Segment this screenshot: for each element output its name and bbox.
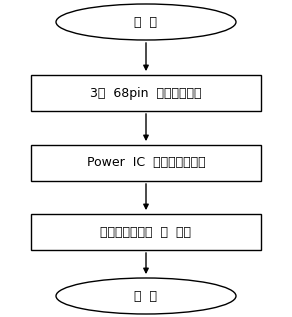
Text: Power  IC  给显示屏供电压: Power IC 给显示屏供电压 (87, 157, 205, 170)
Text: 显示屏显示正常  或  异常: 显示屏显示正常 或 异常 (100, 225, 192, 238)
FancyBboxPatch shape (31, 75, 261, 111)
Text: 结  束: 结 束 (135, 289, 157, 302)
Text: 开  始: 开 始 (135, 16, 157, 29)
Ellipse shape (56, 278, 236, 314)
Text: 3个  68pin  手动接插连接: 3个 68pin 手动接插连接 (90, 87, 202, 100)
FancyBboxPatch shape (31, 145, 261, 181)
Ellipse shape (56, 4, 236, 40)
FancyBboxPatch shape (31, 214, 261, 250)
